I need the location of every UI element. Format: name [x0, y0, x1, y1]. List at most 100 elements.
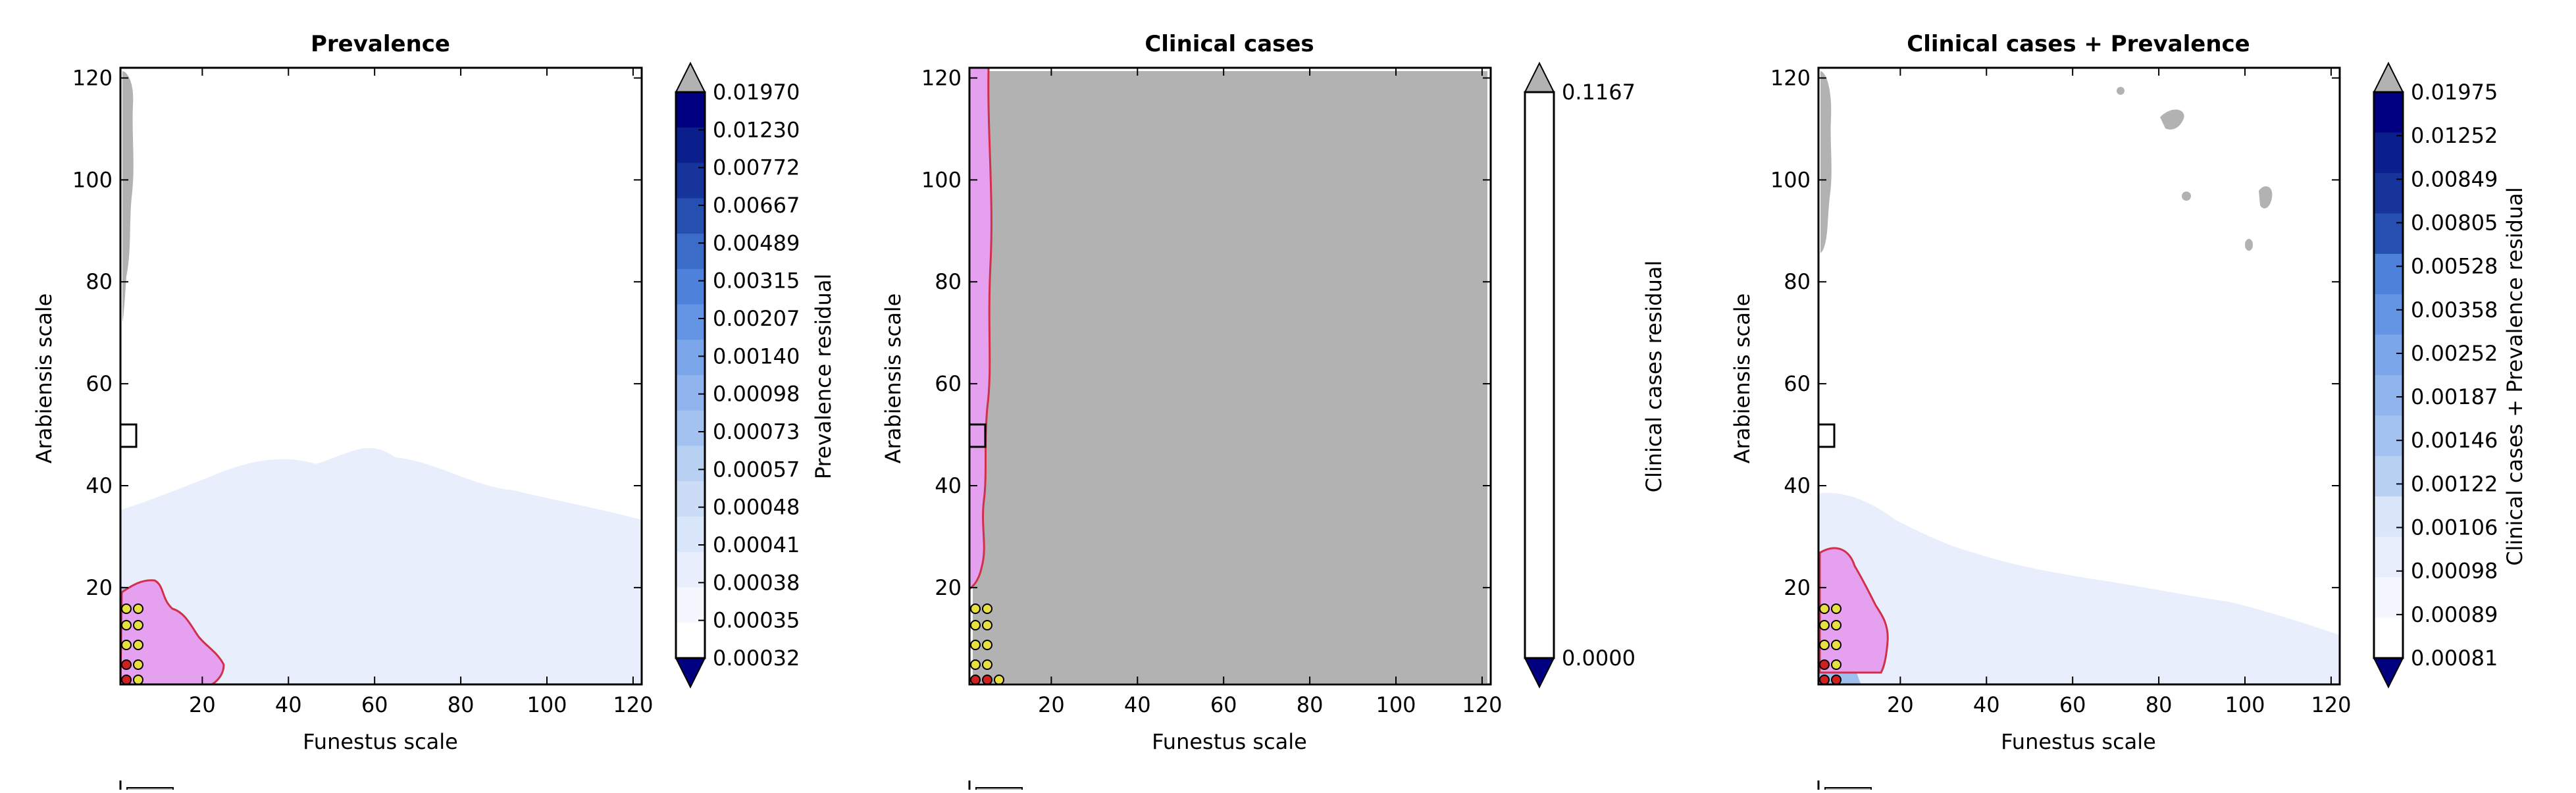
colorbar-tick-label: 0.01230 [713, 117, 800, 142]
colorbar-segment [676, 234, 705, 270]
x-tick-label: 80 [1297, 692, 1324, 717]
colorbar-segment [1525, 92, 1554, 376]
plot-area [968, 66, 1492, 686]
plot-area [119, 66, 643, 686]
x-tick-label: 120 [1462, 692, 1502, 717]
colorbar-segment [676, 446, 705, 482]
colorbar-segment [2374, 294, 2403, 336]
colorbar-tick-label: 0.00252 [2411, 341, 2498, 366]
colorbar-tick-label: 0.00358 [2411, 297, 2498, 322]
colorbar-segment [676, 198, 705, 234]
colorbar-segment [676, 517, 705, 553]
y-axis-label: Arabiensis scale [881, 294, 906, 464]
colorbar-tick-label: 0.01970 [713, 80, 800, 105]
colorbar-tick-label: 0.00187 [2411, 384, 2498, 409]
x-ticks: 20 40 60 80 100 120 [1038, 68, 1502, 717]
colorbar-tick-label: 0.00038 [713, 570, 800, 595]
sample-point [1819, 659, 1830, 670]
panel-prevalence: Prevalence Funestus scale Arabiensis sca… [32, 31, 836, 754]
colorbar-segment [2374, 334, 2403, 376]
sample-point [121, 675, 132, 685]
colorbar-tick-label: 0.00073 [713, 419, 800, 444]
y-tick-label: 40 [1784, 473, 1811, 498]
colorbar-segment [2374, 92, 2403, 133]
y-tick-label: 100 [921, 167, 962, 192]
colorbar-segment [676, 163, 705, 199]
sample-points [970, 603, 1004, 685]
y-tick-label: 60 [935, 371, 962, 396]
colorbar-over-arrow [1524, 61, 1555, 93]
x-tick-label: 100 [1376, 692, 1416, 717]
colorbar-tick-label: 0.00081 [2411, 646, 2498, 671]
colorbar-tick-label: 0.00315 [713, 269, 800, 294]
sample-point [970, 659, 981, 670]
sample-point [970, 620, 981, 630]
y-ticks: 20 40 60 80 100 120 [921, 65, 1491, 600]
colorbar-tick-label: 0.00098 [713, 382, 800, 407]
colorbar-segment [2374, 415, 2403, 457]
sample-point [1819, 603, 1830, 614]
y-tick-label: 20 [86, 575, 113, 600]
sample-point [970, 603, 981, 614]
x-tick-label: 20 [189, 692, 216, 717]
grey-island [2117, 87, 2125, 95]
y-tick-label: 80 [1784, 269, 1811, 294]
colorbar-tick-label: 0.00528 [2411, 254, 2498, 279]
sample-points [121, 603, 143, 685]
colorbar-tick-label: 0.00098 [2411, 559, 2498, 584]
x-axis-label: Funestus scale [303, 729, 458, 754]
sample-point [1831, 603, 1842, 614]
grey-region [973, 71, 1487, 683]
y-tick-label: 20 [935, 575, 962, 600]
colorbar-frame [1524, 91, 1555, 659]
panel-title: Prevalence [311, 31, 450, 57]
x-tick-label: 80 [2146, 692, 2173, 717]
y-tick-label: 20 [1784, 575, 1811, 600]
sample-point [982, 659, 992, 670]
colorbar-label: Clinical cases residual [1641, 261, 1666, 493]
colorbar: 0.01975 0.01252 0.00849 0.00805 0.00528 0.003… [2373, 61, 2498, 689]
sample-point [994, 675, 1004, 685]
colorbar-segment [676, 481, 705, 517]
sample-point [1819, 640, 1830, 650]
sample-point [1831, 659, 1842, 670]
sample-point [1819, 620, 1830, 630]
colorbar: 0.01970 0.01230 0.00772 0.00667 0.00489 0.003… [675, 61, 800, 689]
colorbar-label: Clinical cases + Prevalence residual [2502, 187, 2527, 565]
x-tick-label: 60 [2059, 692, 2086, 717]
colorbar-tick-label: 0.00489 [713, 230, 800, 255]
sample-point [121, 620, 132, 630]
sample-point [982, 620, 992, 630]
y-tick-label: 80 [86, 269, 113, 294]
colorbar-segment [676, 587, 705, 623]
colorbar-tick-label: 0.00057 [713, 457, 800, 482]
colorbar-tick-label: 0.0000 [1562, 646, 1636, 671]
plot-frame [968, 66, 1492, 686]
colorbar-under-arrow [2373, 657, 2404, 689]
colorbar-segment [676, 623, 705, 659]
sample-point [1831, 675, 1842, 685]
x-tick-label: 100 [527, 692, 567, 717]
colorbar-segment [676, 127, 705, 163]
colorbar-label: Prevalence residual [811, 274, 836, 480]
colorbar-segment [676, 551, 705, 588]
sample-point [982, 675, 992, 685]
colorbar-over-arrow [2373, 61, 2404, 93]
grey-island [2182, 192, 2191, 201]
y-ticks: 20 40 60 80 100 120 [1770, 65, 2340, 600]
grey-region [1820, 71, 1832, 253]
x-tick-label: 40 [275, 692, 302, 717]
y-tick-label: 100 [72, 167, 113, 192]
colorbar-segment [676, 375, 705, 411]
colorbar: 0.1167 0.0000 [1524, 61, 1636, 689]
x-tick-label: 60 [1210, 692, 1237, 717]
x-axis-label: Funestus scale [1152, 729, 1307, 754]
colorbar-frame [2373, 91, 2404, 659]
y-tick-label: 40 [86, 473, 113, 498]
colorbar-segment [676, 304, 705, 340]
grey-island [2259, 186, 2273, 209]
colorbar-segment [2374, 375, 2403, 416]
x-tick-label: 120 [2311, 692, 2351, 717]
colorbar-under-arrow [675, 657, 706, 689]
panel-title: Clinical cases + Prevalence [1907, 31, 2250, 57]
